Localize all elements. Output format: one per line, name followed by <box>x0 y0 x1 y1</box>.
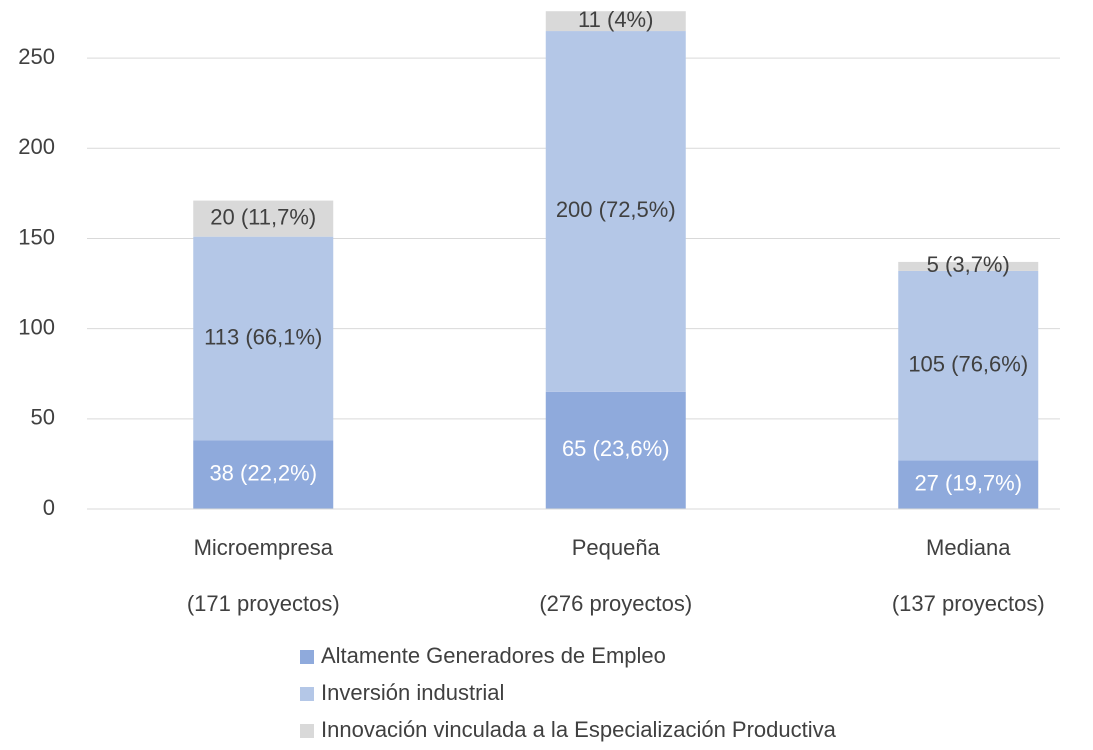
legend-swatch <box>300 687 314 701</box>
y-tick-label: 200 <box>18 134 55 159</box>
y-tick-label: 50 <box>31 405 55 430</box>
data-label: 200 (72,5%) <box>556 197 676 222</box>
x-tick-label: Microempresa <box>194 535 334 560</box>
data-label: 65 (23,6%) <box>562 436 670 461</box>
bar-segment <box>193 200 334 237</box>
legend-label: Innovación vinculada a la Especializació… <box>321 717 837 742</box>
bar-segment <box>545 391 686 509</box>
bar-segment <box>193 236 334 441</box>
legend-swatch <box>300 650 314 664</box>
bar-segment <box>898 460 1039 509</box>
data-label: 11 (4%) <box>578 7 653 32</box>
data-label: 113 (66,1%) <box>204 324 322 349</box>
x-tick-label: (276 proyectos) <box>539 591 692 616</box>
bar-segment <box>898 270 1039 461</box>
x-tick-label: Pequeña <box>572 535 661 560</box>
legend-swatch <box>300 724 314 738</box>
x-tick-label: (137 proyectos) <box>892 591 1045 616</box>
bar-segment <box>898 261 1039 271</box>
bar-segment <box>545 31 686 392</box>
bar-segment <box>545 11 686 32</box>
data-label: 38 (22,2%) <box>209 461 317 486</box>
y-tick-label: 0 <box>43 495 55 520</box>
legend-label: Inversión industrial <box>321 680 504 705</box>
bar-segment <box>193 440 334 509</box>
data-label: 105 (76,6%) <box>908 351 1028 376</box>
y-tick-label: 100 <box>18 314 55 339</box>
data-label: 5 (3,7%) <box>927 252 1010 277</box>
data-label: 27 (19,7%) <box>914 470 1022 495</box>
y-tick-label: 250 <box>18 44 55 69</box>
x-tick-label: Mediana <box>926 535 1011 560</box>
legend-label: Altamente Generadores de Empleo <box>321 643 666 668</box>
y-tick-label: 150 <box>18 224 55 249</box>
x-tick-label: (171 proyectos) <box>187 591 340 616</box>
data-label: 20 (11,7%) <box>210 204 316 229</box>
